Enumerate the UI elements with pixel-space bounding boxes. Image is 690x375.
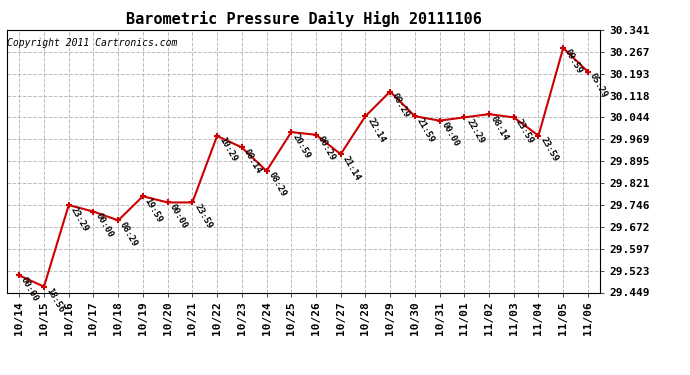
Text: 23:59: 23:59	[538, 136, 560, 164]
Text: 21:14: 21:14	[341, 154, 362, 182]
Text: 23:59: 23:59	[514, 117, 535, 145]
Text: 10:29: 10:29	[217, 136, 238, 164]
Text: 08:14: 08:14	[241, 147, 263, 175]
Text: 22:29: 22:29	[464, 117, 486, 145]
Text: 19:59: 19:59	[143, 196, 164, 224]
Text: 00:00: 00:00	[93, 211, 115, 239]
Text: 00:00: 00:00	[168, 202, 189, 230]
Text: Copyright 2011 Cartronics.com: Copyright 2011 Cartronics.com	[8, 38, 178, 48]
Text: 08:29: 08:29	[118, 220, 139, 248]
Text: 00:00: 00:00	[440, 121, 461, 148]
Text: 21:59: 21:59	[415, 116, 436, 144]
Text: 20:59: 20:59	[291, 132, 313, 160]
Text: 00:29: 00:29	[316, 135, 337, 162]
Text: 09:59: 09:59	[563, 48, 584, 76]
Text: 23:59: 23:59	[193, 202, 214, 230]
Text: 08:29: 08:29	[390, 92, 411, 119]
Text: 22:14: 22:14	[366, 116, 386, 144]
Title: Barometric Pressure Daily High 20111106: Barometric Pressure Daily High 20111106	[126, 12, 482, 27]
Text: 08:29: 08:29	[266, 171, 288, 199]
Text: 18:56: 18:56	[44, 286, 66, 314]
Text: 05:29: 05:29	[588, 72, 609, 100]
Text: 23:29: 23:29	[69, 205, 90, 233]
Text: 00:00: 00:00	[19, 275, 41, 303]
Text: 08:14: 08:14	[489, 114, 511, 142]
